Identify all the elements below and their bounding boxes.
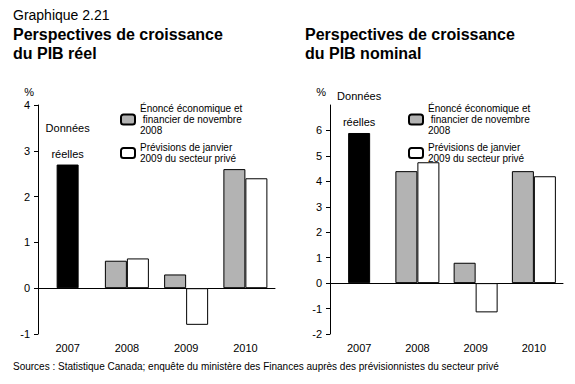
svg-text:Énoncé économique et: Énoncé économique et xyxy=(428,102,531,114)
svg-text:financier de novembre: financier de novembre xyxy=(428,114,533,125)
svg-text:6: 6 xyxy=(316,124,322,136)
svg-text:2007: 2007 xyxy=(347,342,371,354)
svg-text:2010: 2010 xyxy=(233,342,257,354)
svg-text:0: 0 xyxy=(24,282,30,294)
svg-text:Prévisions de janvier: Prévisions de janvier xyxy=(428,142,523,153)
svg-text:%: % xyxy=(24,86,34,98)
svg-text:Sources : Statistique Canada;: Sources : Statistique Canada; enquête du… xyxy=(13,361,499,372)
svg-text:3: 3 xyxy=(316,201,322,213)
svg-text:%: % xyxy=(316,86,326,98)
svg-text:4: 4 xyxy=(24,99,30,111)
svg-text:2008: 2008 xyxy=(405,342,429,354)
svg-text:Graphique 2.21: Graphique 2.21 xyxy=(13,7,110,23)
svg-text:0: 0 xyxy=(316,277,322,289)
svg-text:-1: -1 xyxy=(312,303,322,315)
svg-text:2008: 2008 xyxy=(115,342,139,354)
svg-text:-2: -2 xyxy=(312,328,322,340)
svg-text:5: 5 xyxy=(316,150,322,162)
svg-text:du PIB réel: du PIB réel xyxy=(13,45,97,62)
svg-text:1: 1 xyxy=(316,252,322,264)
svg-text:2: 2 xyxy=(316,226,322,238)
svg-text:2008: 2008 xyxy=(428,125,451,136)
svg-text:Perspectives de croissance: Perspectives de croissance xyxy=(305,26,519,43)
svg-text:4: 4 xyxy=(316,175,322,187)
svg-text:Énoncé économique et: Énoncé économique et xyxy=(140,102,243,114)
svg-text:2009: 2009 xyxy=(174,342,198,354)
svg-text:Prévisions de janvier: Prévisions de janvier xyxy=(140,142,235,153)
svg-text:-1: -1 xyxy=(20,328,30,340)
svg-text:du PIB nominal: du PIB nominal xyxy=(305,45,421,62)
svg-text:2009 du secteur privé: 2009 du secteur privé xyxy=(428,153,525,164)
svg-text:3: 3 xyxy=(24,145,30,157)
svg-text:Perspectives de croissance: Perspectives de croissance xyxy=(13,26,227,43)
svg-text:réelles: réelles xyxy=(343,116,376,128)
svg-text:2: 2 xyxy=(24,191,30,203)
svg-text:2010: 2010 xyxy=(522,342,546,354)
svg-text:réelles: réelles xyxy=(51,148,84,160)
svg-text:Données: Données xyxy=(337,90,382,102)
svg-text:2009 du secteur privé: 2009 du secteur privé xyxy=(140,153,237,164)
svg-text:Données: Données xyxy=(46,122,91,134)
svg-text:2007: 2007 xyxy=(55,342,79,354)
svg-text:2009: 2009 xyxy=(463,342,487,354)
svg-text:2008: 2008 xyxy=(140,125,163,136)
svg-text:1: 1 xyxy=(24,236,30,248)
svg-text:financier de novembre: financier de novembre xyxy=(140,114,245,125)
